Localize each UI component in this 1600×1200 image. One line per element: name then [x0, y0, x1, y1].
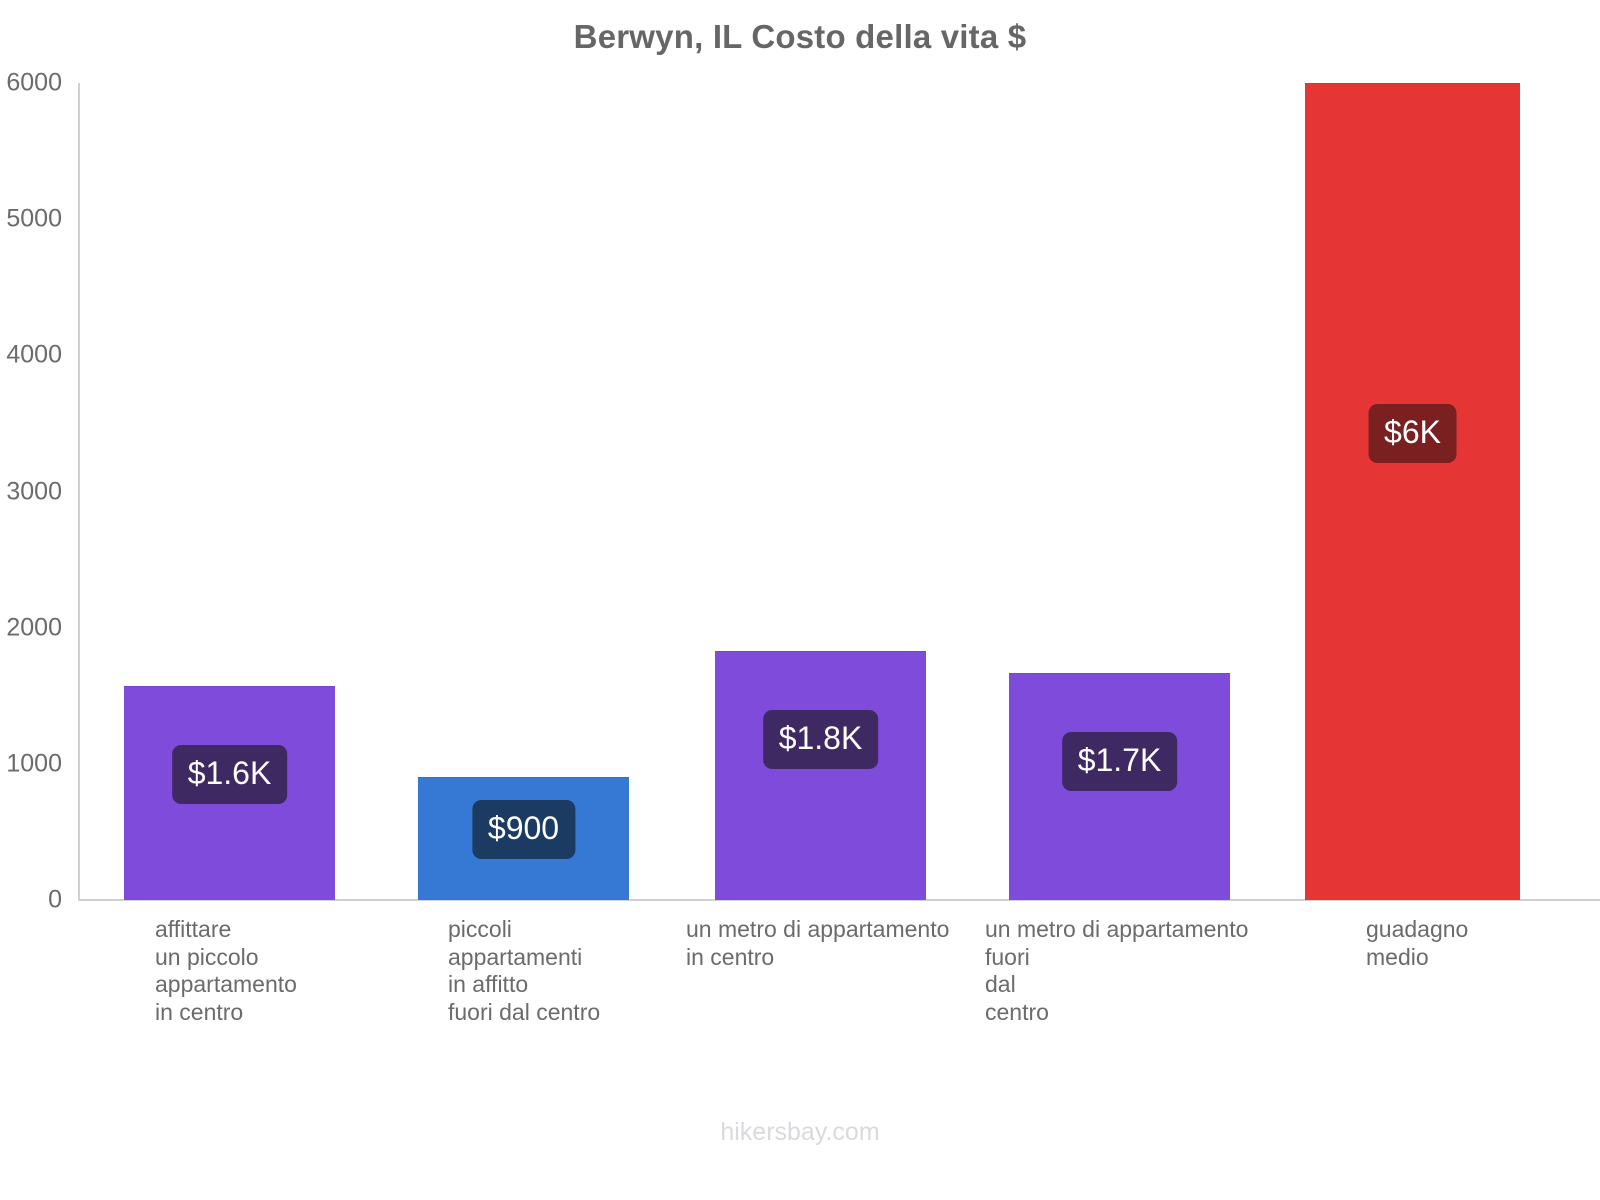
bar-value-label: $6K	[1368, 404, 1457, 463]
x-axis-tick-label: piccoli appartamenti in affitto fuori da…	[448, 916, 601, 1025]
y-axis-tick-label: 5000	[6, 204, 62, 233]
bar[interactable]: $1.7K	[1009, 672, 1230, 900]
x-axis-tick-label: affittare un piccolo appartamento in cen…	[155, 916, 297, 1025]
bar-value-label: $1.8K	[762, 709, 879, 769]
page-title: Berwyn, IL Costo della vita $	[573, 18, 1027, 55]
bar[interactable]: $1.8K	[715, 650, 926, 900]
bar[interactable]: $1.6K	[124, 686, 335, 900]
y-axis-tick-label: 3000	[6, 477, 62, 505]
y-axis-line	[78, 83, 80, 900]
y-axis-tick-label: 4000	[6, 340, 62, 369]
bar-value-label: $900	[471, 800, 576, 860]
y-axis-tick-label: 0	[48, 885, 62, 914]
x-axis-tick-label: un metro di appartamento in centro	[686, 916, 950, 970]
y-axis-tick-label: 1000	[6, 749, 62, 778]
plot-area: $1.6K $900 $1.8K $1.7K $6K	[78, 83, 1536, 900]
y-axis-tick-label: 6000	[6, 68, 62, 97]
y-axis-tick-label: 2000	[6, 613, 62, 642]
bar-value-label: $1.6K	[171, 745, 288, 805]
x-axis-tick-label: un metro di appartamento fuori dal centr…	[985, 916, 1249, 1025]
bar[interactable]: $900	[418, 777, 629, 900]
watermark: hikersbay.com	[720, 1118, 880, 1146]
x-axis-tick-label: guadagno medio	[1366, 916, 1469, 970]
x-axis-line	[78, 899, 1600, 901]
bar[interactable]: $6K	[1305, 83, 1520, 900]
bar-value-label: $1.7K	[1061, 731, 1178, 791]
